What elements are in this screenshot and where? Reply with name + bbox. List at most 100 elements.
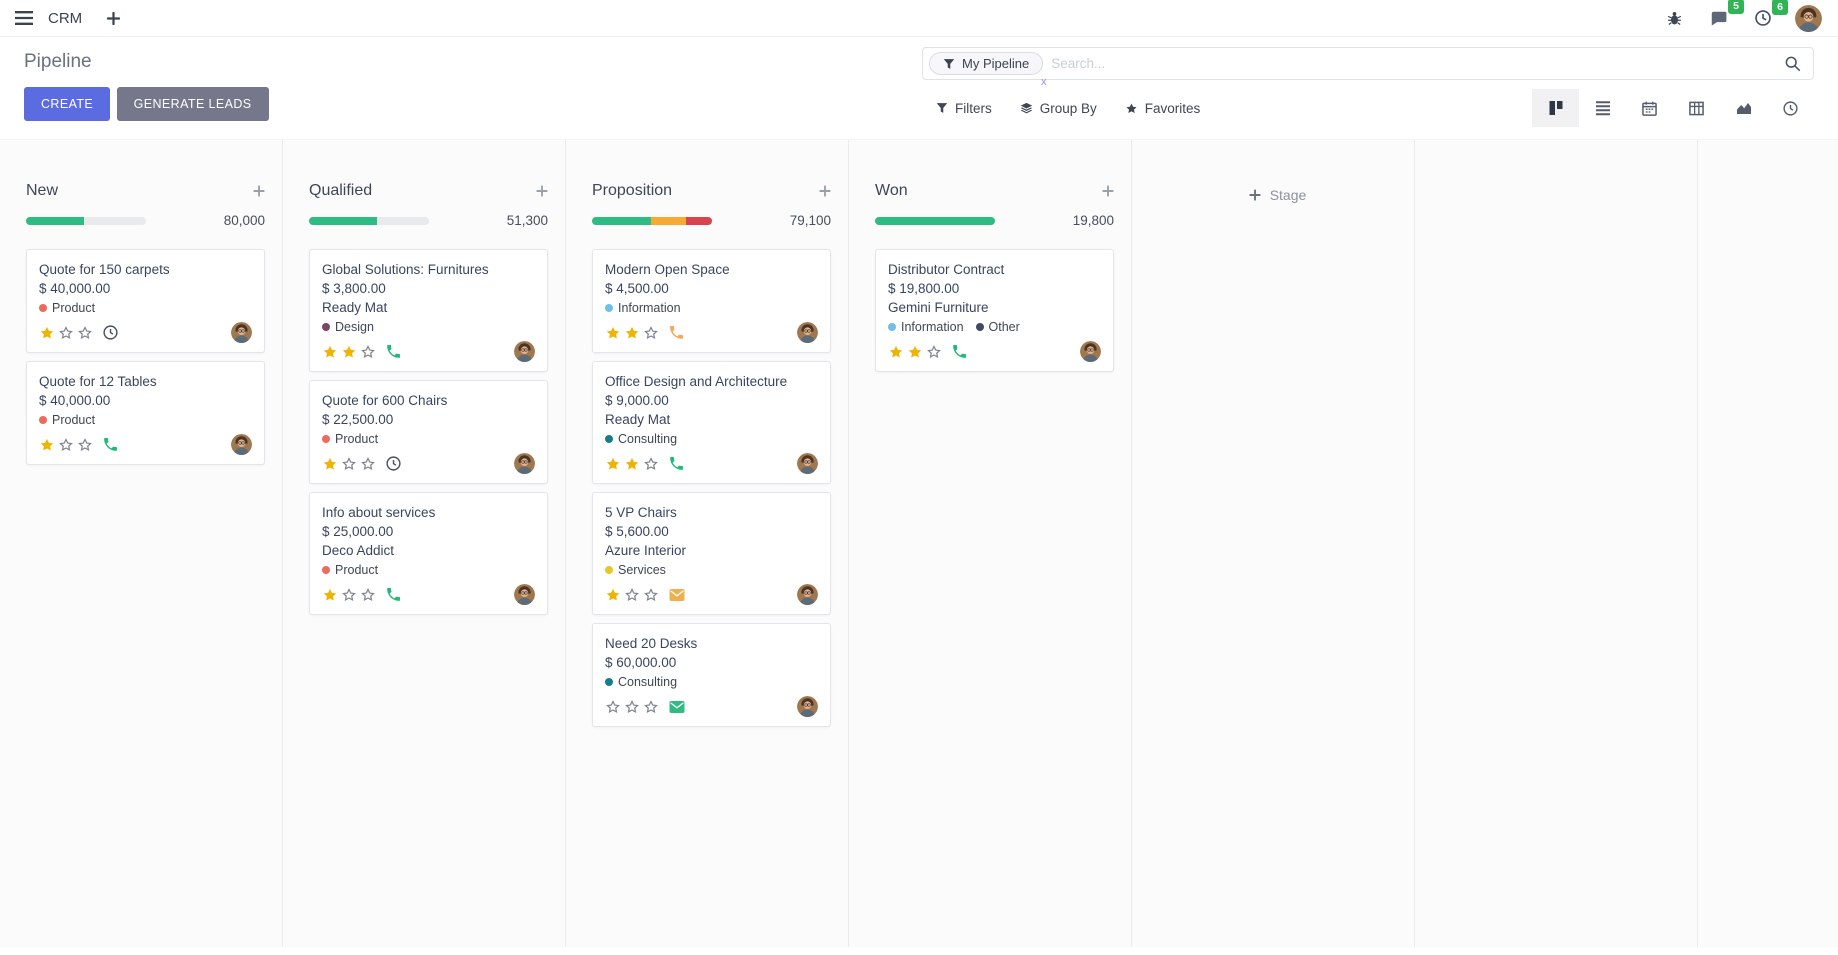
star-icon[interactable] (926, 344, 942, 360)
column-cards: Global Solutions: Furnitures $ 3,800.00 Re… (309, 249, 548, 615)
progress-segment[interactable] (83, 216, 146, 225)
messages-button[interactable]: 5 (1706, 0, 1744, 31)
apps-menu-button[interactable] (12, 8, 36, 28)
column-progressbar[interactable] (592, 216, 712, 225)
kanban-card[interactable]: Info about services $ 25,000.00 Deco Addic… (309, 492, 548, 615)
kanban-card[interactable]: Global Solutions: Furnitures $ 3,800.00 Re… (309, 249, 548, 372)
generate-leads-button[interactable]: GENERATE LEADS (116, 87, 269, 121)
search-facet-my-pipeline[interactable]: My Pipeline (929, 52, 1044, 75)
pivot-view-icon (1689, 101, 1704, 116)
phone-icon[interactable] (385, 586, 402, 603)
kanban-card[interactable]: Modern Open Space $ 4,500.00 Information (592, 249, 831, 353)
clock-icon[interactable] (385, 455, 402, 472)
star-icon[interactable] (643, 456, 659, 472)
layers-icon (1020, 102, 1033, 115)
star-icon[interactable] (360, 344, 376, 360)
progress-segment[interactable] (309, 216, 378, 225)
star-icon[interactable] (39, 325, 55, 341)
star-icon[interactable] (360, 587, 376, 603)
activities-button[interactable]: 6 (1751, 0, 1788, 30)
view-switch-kanban[interactable] (1532, 89, 1579, 127)
star-icon[interactable] (643, 587, 659, 603)
add-tab-button[interactable] (104, 9, 123, 28)
phone-icon[interactable] (385, 343, 402, 360)
card-amount: $ 3,800.00 (322, 281, 386, 296)
star-icon[interactable] (643, 325, 659, 341)
app-name[interactable]: CRM (48, 9, 83, 27)
mail-icon[interactable] (668, 698, 686, 716)
column-add-record-button[interactable] (1102, 185, 1114, 197)
star-icon[interactable] (341, 587, 357, 603)
star-icon[interactable] (605, 456, 621, 472)
group-by-button[interactable]: Group By (1006, 92, 1111, 125)
star-icon[interactable] (322, 456, 338, 472)
search-icon[interactable] (1784, 55, 1801, 72)
progress-segment[interactable] (685, 216, 712, 225)
star-icon[interactable] (888, 344, 904, 360)
star-icon[interactable] (322, 587, 338, 603)
phone-icon[interactable] (102, 436, 119, 453)
tag-label: Services (618, 563, 666, 577)
kanban-card[interactable]: Quote for 12 Tables $ 40,000.00 Product (26, 361, 265, 465)
star-icon[interactable] (605, 699, 621, 715)
column-progress-row: 19,800 (875, 213, 1114, 228)
mail-icon[interactable] (668, 586, 686, 604)
star-icon[interactable] (341, 456, 357, 472)
facet-remove-button[interactable]: x (1041, 76, 1047, 88)
star-icon[interactable] (643, 699, 659, 715)
star-icon[interactable] (341, 344, 357, 360)
view-switch-graph[interactable] (1720, 89, 1767, 127)
kanban-card[interactable]: 5 VP Chairs $ 5,600.00 Azure Interior Servi… (592, 492, 831, 615)
star-icon[interactable] (360, 456, 376, 472)
star-icon[interactable] (58, 437, 74, 453)
column-add-record-button[interactable] (253, 185, 265, 197)
add-stage-button[interactable]: Stage (1243, 186, 1313, 204)
star-icon[interactable] (322, 344, 338, 360)
phone-icon[interactable] (668, 455, 685, 472)
star-icon[interactable] (624, 456, 640, 472)
star-icon[interactable] (624, 325, 640, 341)
star-icon[interactable] (624, 587, 640, 603)
card-title: Need 20 Desks (605, 636, 698, 651)
view-switch-list[interactable] (1579, 89, 1626, 127)
create-button[interactable]: CREATE (24, 87, 111, 121)
kanban-card[interactable]: Quote for 600 Chairs $ 22,500.00 Product (309, 380, 548, 484)
star-icon[interactable] (58, 325, 74, 341)
column-progressbar[interactable] (875, 216, 995, 225)
progress-segment[interactable] (26, 216, 84, 225)
user-avatar[interactable] (1795, 4, 1822, 32)
kanban-card[interactable]: Need 20 Desks $ 60,000.00 Consulting (592, 623, 831, 727)
view-switch-pivot[interactable] (1673, 89, 1720, 127)
card-star-rating (322, 587, 376, 603)
progress-segment[interactable] (592, 216, 651, 225)
view-switch-calendar[interactable] (1626, 89, 1673, 127)
phone-icon[interactable] (951, 343, 968, 360)
search-options: Filters Group By Favorites (922, 92, 1214, 125)
card-tag: Consulting (605, 432, 677, 446)
star-icon[interactable] (77, 325, 93, 341)
star-icon[interactable] (907, 344, 923, 360)
clock-icon[interactable] (102, 324, 119, 341)
column-progressbar[interactable] (26, 216, 146, 225)
search-input[interactable] (1043, 56, 1784, 71)
debug-button[interactable] (1663, 7, 1686, 30)
star-icon[interactable] (605, 325, 621, 341)
progress-segment[interactable] (650, 216, 686, 225)
favorites-button[interactable]: Favorites (1111, 92, 1215, 125)
star-icon[interactable] (605, 587, 621, 603)
filters-button[interactable]: Filters (922, 92, 1006, 125)
progress-segment[interactable] (377, 216, 429, 225)
search-bar[interactable]: My Pipeline x (922, 47, 1814, 88)
star-icon[interactable] (39, 437, 55, 453)
column-add-record-button[interactable] (819, 185, 831, 197)
star-icon[interactable] (77, 437, 93, 453)
phone-icon[interactable] (668, 324, 685, 341)
kanban-card[interactable]: Office Design and Architecture $ 9,000.00… (592, 361, 831, 484)
view-switch-activity[interactable] (1767, 89, 1814, 127)
column-add-record-button[interactable] (536, 185, 548, 197)
kanban-card[interactable]: Quote for 150 carpets $ 40,000.00 Product (26, 249, 265, 353)
column-progressbar[interactable] (309, 216, 429, 225)
kanban-card[interactable]: Distributor Contract $ 19,800.00 Gemini Fu… (875, 249, 1114, 372)
progress-segment[interactable] (875, 216, 995, 225)
star-icon[interactable] (624, 699, 640, 715)
